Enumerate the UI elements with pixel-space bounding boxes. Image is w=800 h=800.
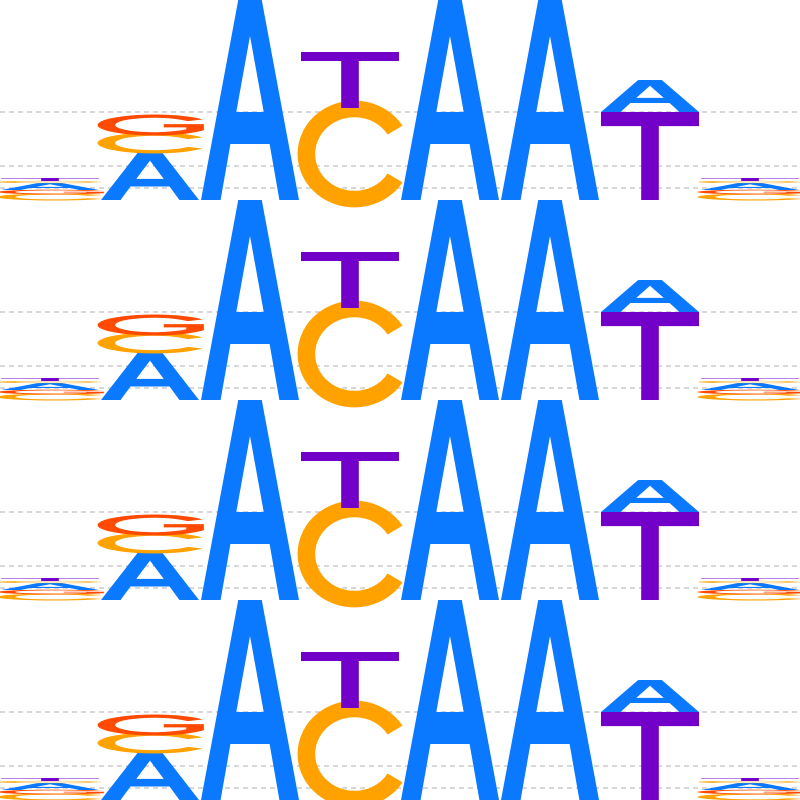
logo-letter-c	[0, 393, 103, 401]
logo-letter-a	[1, 783, 99, 790]
logo-letter-a	[701, 383, 799, 390]
logo-letter-c	[698, 580, 800, 584]
logo-letter-a	[401, 600, 499, 800]
logo-letter-t	[601, 112, 699, 200]
logo-letter-a	[601, 480, 699, 512]
logo-letter-c	[297, 700, 403, 800]
logo-letter-c	[297, 500, 403, 608]
logo-letter-g	[0, 789, 104, 795]
logo-letter-c	[0, 580, 103, 584]
logo-letter-a	[501, 600, 599, 800]
logo-letter-t	[301, 652, 399, 708]
logo-letter-c	[697, 593, 800, 601]
logo-panel	[0, 600, 800, 800]
logo-letter-c	[0, 593, 103, 601]
logo-letter-c	[97, 332, 203, 354]
logo-letter-c	[97, 132, 203, 154]
logo-letter-t	[601, 512, 699, 600]
logo-letter-a	[401, 400, 499, 600]
logo-letter-g	[97, 114, 204, 136]
logo-letter-a	[401, 0, 499, 200]
logo-letter-a	[1, 183, 99, 190]
logo-letter-g	[697, 589, 800, 595]
logo-letter-g	[697, 789, 800, 795]
logo-letter-t	[1, 378, 99, 381]
logo-letter-t	[701, 578, 799, 581]
logo-letter-a	[101, 152, 199, 200]
logo-letter-a	[501, 400, 599, 600]
logo-letter-t	[301, 452, 399, 508]
logo-letter-c	[297, 300, 403, 408]
logo-panel	[0, 200, 800, 408]
logo-letter-t	[301, 252, 399, 308]
logo-letter-t	[1, 778, 99, 781]
logo-letter-c	[97, 532, 203, 554]
logo-letter-a	[501, 200, 599, 400]
logo-letter-c	[97, 732, 203, 754]
logo-letter-t	[701, 778, 799, 781]
logo-letter-c	[297, 100, 403, 208]
logo-letter-t	[601, 712, 699, 800]
logo-letter-t	[301, 52, 399, 108]
logo-letter-c	[0, 193, 103, 201]
logo-letter-a	[101, 752, 199, 800]
logo-letter-g	[697, 189, 800, 195]
logo-letter-g	[697, 389, 800, 395]
logo-letter-c	[698, 380, 800, 384]
logo-letter-c	[0, 780, 103, 784]
logo-letter-t	[1, 178, 99, 181]
logo-letter-a	[201, 400, 299, 600]
logo-letter-c	[0, 180, 103, 184]
logo-letter-g	[97, 314, 204, 336]
logo-letter-a	[201, 200, 299, 400]
logo-panel	[0, 0, 800, 208]
logo-letter-a	[701, 783, 799, 790]
logo-letter-a	[501, 0, 599, 200]
logo-letter-g	[97, 514, 204, 536]
logo-letter-t	[1, 578, 99, 581]
logo-letter-g	[97, 714, 204, 736]
logo-letter-c	[698, 180, 800, 184]
logo-letter-a	[201, 0, 299, 200]
logo-letter-c	[698, 780, 800, 784]
logo-letter-t	[701, 378, 799, 381]
logo-letter-a	[701, 583, 799, 590]
logo-letter-g	[0, 189, 104, 195]
logo-letter-a	[101, 552, 199, 600]
logo-letter-c	[0, 380, 103, 384]
logo-letter-a	[601, 280, 699, 312]
logo-letter-g	[0, 389, 104, 395]
logo-letter-c	[0, 793, 103, 800]
logo-letter-c	[697, 393, 800, 401]
logo-letter-a	[601, 80, 699, 112]
logo-letter-t	[601, 312, 699, 400]
logo-letter-a	[201, 600, 299, 800]
logo-letter-a	[101, 352, 199, 400]
logo-letter-g	[0, 589, 104, 595]
logo-letter-c	[697, 793, 800, 800]
logo-letter-a	[1, 583, 99, 590]
logo-letter-a	[701, 183, 799, 190]
logo-letter-a	[601, 680, 699, 712]
logo-panel	[0, 400, 800, 608]
logo-letter-a	[1, 383, 99, 390]
logo-letter-t	[701, 178, 799, 181]
logo-letter-a	[401, 200, 499, 400]
logo-letter-c	[697, 193, 800, 201]
